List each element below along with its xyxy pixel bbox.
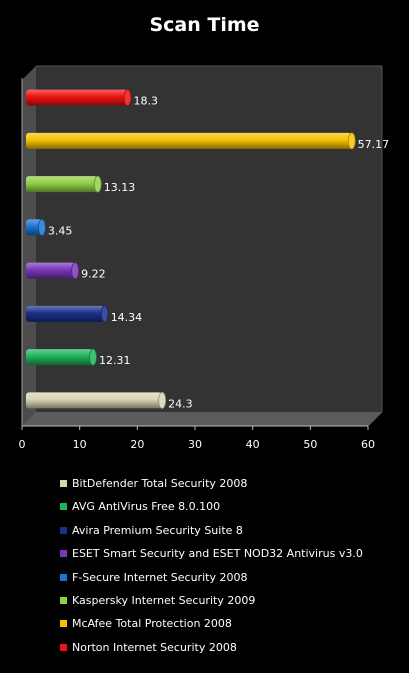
bar — [26, 349, 93, 366]
legend-swatch — [60, 597, 67, 604]
plot-frame — [36, 65, 383, 427]
bar — [26, 392, 163, 409]
legend-swatch — [60, 643, 67, 651]
x-tick-label: 20 — [130, 438, 144, 451]
legend-label: ESET Smart Security and ESET NOD32 Antiv… — [72, 547, 363, 561]
chart-title: Scan Time — [149, 14, 260, 36]
bar-value-label: 13.13 — [104, 181, 136, 194]
bar — [26, 262, 76, 279]
legend-swatch — [60, 550, 67, 558]
bar — [26, 305, 105, 322]
bar-end-cap — [158, 391, 167, 409]
bar-end-cap — [71, 262, 80, 280]
bar-end-cap — [93, 175, 102, 193]
legend-label: Avira Premium Security Suite 8 — [72, 523, 243, 537]
x-tick-label: 40 — [246, 438, 260, 451]
bar-end-cap — [89, 348, 97, 366]
legend-swatch — [60, 526, 67, 534]
plot-back-wall — [22, 66, 382, 426]
bar — [26, 132, 352, 149]
plot-side-wall — [22, 66, 36, 426]
x-tick-label: 60 — [361, 438, 375, 451]
bar-value-label: 18.3 — [134, 95, 159, 108]
bar-value-label: 24.3 — [168, 397, 193, 410]
legend-swatch — [60, 573, 67, 581]
bar-end-cap — [100, 305, 109, 323]
x-tick-label: 10 — [73, 438, 87, 451]
x-tick-label: 0 — [19, 438, 26, 451]
legend-label: Norton Internet Security 2008 — [72, 640, 237, 654]
bar-end-cap — [123, 89, 132, 107]
bar-end-cap — [347, 132, 356, 150]
legend-label: F-Secure Internet Security 2008 — [72, 570, 248, 584]
legend-label: McAfee Total Protection 2008 — [72, 617, 232, 631]
bar-value-label: 9.22 — [81, 268, 106, 281]
bar-value-label: 12.31 — [99, 354, 131, 367]
legend-swatch — [60, 480, 67, 487]
bar — [26, 219, 42, 236]
x-tick-label: 30 — [188, 438, 202, 451]
bar-value-label: 57.17 — [358, 138, 390, 151]
bar-value-label: 14.34 — [111, 311, 143, 324]
legend-label: BitDefender Total Security 2008 — [72, 477, 248, 490]
x-tick-label: 50 — [303, 438, 317, 451]
plot-floor — [22, 412, 382, 426]
bar-value-label: 3.45 — [48, 224, 73, 237]
legend-label: AVG AntiVirus Free 8.0.100 — [72, 500, 221, 514]
legend-swatch — [60, 620, 67, 628]
bar — [26, 176, 98, 193]
bar-end-cap — [37, 218, 46, 236]
legend-swatch — [60, 503, 67, 511]
legend-label: Kaspersky Internet Security 2009 — [72, 594, 256, 607]
bar — [26, 89, 128, 106]
